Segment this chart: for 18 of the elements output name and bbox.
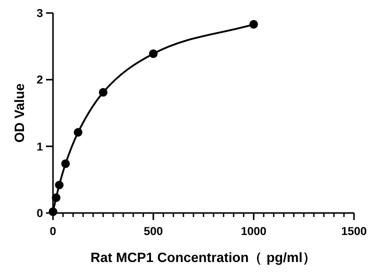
y-tick-label: 2 [36, 74, 43, 87]
point [52, 193, 60, 202]
point [61, 159, 70, 168]
x-tick-label: 1500 [341, 226, 367, 238]
point [98, 88, 108, 97]
y-tick-label: 3 [36, 8, 43, 20]
point [149, 49, 158, 58]
x-axis-title: Rat MCP1 Concentration（ pg/ml） [90, 250, 317, 265]
point [54, 180, 64, 190]
point [48, 207, 58, 216]
x-tick-label: 500 [144, 226, 163, 238]
y-tick-label: 1 [36, 141, 44, 154]
point [74, 128, 82, 137]
x-tick-label: 0 [50, 226, 56, 238]
x-tick-label: 1000 [240, 226, 266, 238]
y-tick-label: 0 [36, 208, 43, 220]
y-axis-title: OD Value [12, 82, 27, 143]
point [249, 20, 258, 29]
